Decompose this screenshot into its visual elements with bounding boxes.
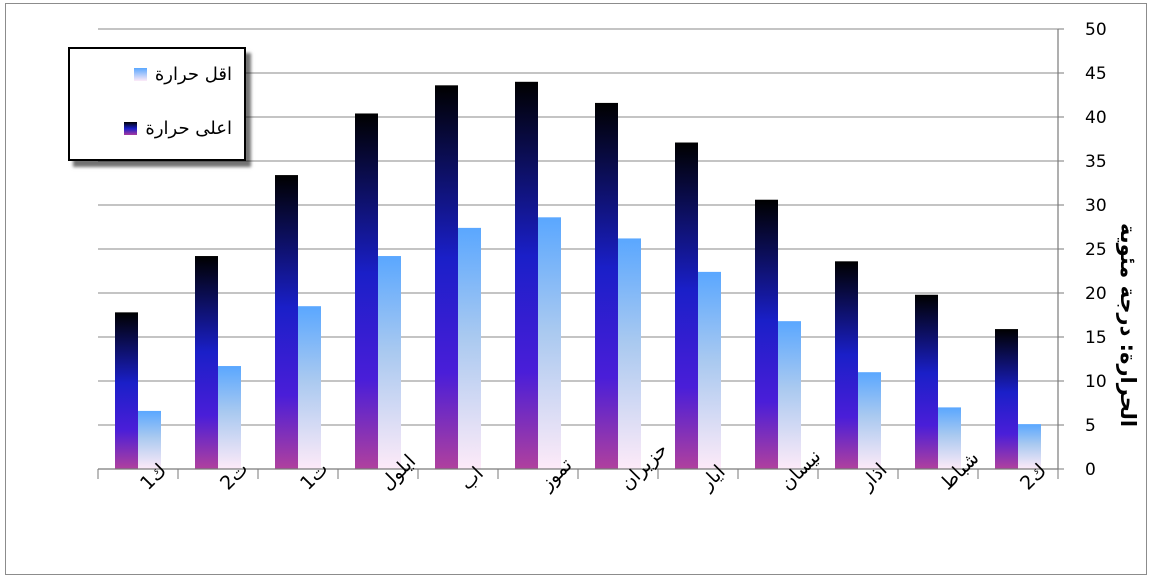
bar-high xyxy=(355,113,378,469)
bar-low xyxy=(538,217,561,469)
legend-label-high: اعلى حرارة xyxy=(145,118,232,139)
bar-high xyxy=(435,85,458,469)
bars xyxy=(115,81,1041,470)
y-tick-label: 30 xyxy=(1085,196,1107,216)
bar-low xyxy=(218,366,241,469)
bar-high xyxy=(995,329,1018,469)
bar-low xyxy=(1018,424,1041,469)
legend-swatch-high xyxy=(124,122,138,135)
legend-item-low: اقل حرارة xyxy=(133,64,232,85)
bar-high xyxy=(595,102,618,470)
y-tick-label: 20 xyxy=(1085,284,1107,304)
y-tick-label: 25 xyxy=(1085,240,1107,260)
legend-item-high: اعلى حرارة xyxy=(124,118,232,139)
bar-high xyxy=(195,256,218,469)
axes xyxy=(97,28,1064,479)
bar-high xyxy=(675,142,698,469)
bar-low xyxy=(458,227,481,469)
bar-high xyxy=(115,312,138,469)
y-tick-labels: 0 5 10 15 20 25 30 35 40 45 50 xyxy=(1085,20,1107,480)
bar-low xyxy=(298,306,321,469)
gridlines xyxy=(98,28,1058,426)
y-tick-label: 5 xyxy=(1085,416,1096,436)
bar-low xyxy=(138,410,161,469)
y-axis-label: الحرارة: درجة مئوية xyxy=(1116,223,1140,427)
y-tick-label: 0 xyxy=(1085,460,1096,480)
legend-swatch-low xyxy=(133,68,147,81)
bar-low xyxy=(858,372,881,469)
legend-label-low: اقل حرارة xyxy=(154,64,232,85)
y-tick-label: 10 xyxy=(1085,372,1107,392)
y-tick-label: 35 xyxy=(1085,152,1107,172)
bar-low xyxy=(938,407,961,469)
bar-high xyxy=(515,81,538,470)
bar-low xyxy=(378,256,401,469)
bar-high xyxy=(915,294,938,469)
y-tick-label: 40 xyxy=(1085,108,1107,128)
bar-high xyxy=(835,261,858,469)
x-tick-labels: ك1 ت2 ت1 ايلول اب تموز حزيران ايار نيسان اذار شباط… xyxy=(136,439,1051,496)
bar-low xyxy=(778,321,801,469)
bar-low xyxy=(698,271,721,469)
y-tick-label: 45 xyxy=(1085,64,1107,84)
bar-high xyxy=(755,199,778,469)
legend: اقل حرارة اعلى حرارة xyxy=(68,47,246,161)
y-tick-label: 15 xyxy=(1085,328,1107,348)
y-tick-label: 50 xyxy=(1085,20,1107,40)
bar-low xyxy=(618,238,641,469)
bar-high xyxy=(275,175,298,469)
